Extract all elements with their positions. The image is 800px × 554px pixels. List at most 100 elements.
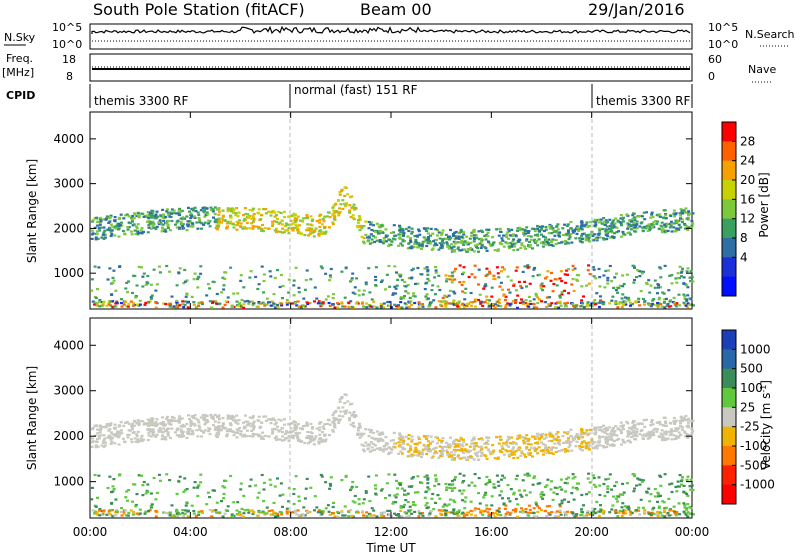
power-echo [536, 296, 540, 299]
power-echo [628, 219, 632, 222]
velocity-echo [392, 439, 395, 442]
velocity-echo [599, 504, 602, 507]
power-echo [287, 301, 291, 305]
power-echo [217, 217, 221, 220]
velocity-echo [565, 432, 569, 435]
velocity-echo [657, 507, 661, 510]
velocity-echo [656, 510, 660, 513]
velocity-echo [477, 458, 481, 461]
power-echo [143, 303, 147, 306]
velocity-echo [235, 509, 239, 512]
velocity-echo [453, 439, 457, 442]
power-echo [435, 234, 439, 237]
power-echo [462, 243, 466, 246]
velocity-echo [108, 435, 112, 438]
power-echo [540, 300, 543, 303]
power-echo [678, 265, 682, 268]
velocity-echo [263, 513, 267, 516]
velocity-echo [632, 429, 636, 432]
velocity-echo [184, 504, 188, 507]
power-echo [341, 199, 345, 202]
velocity-echo [356, 432, 360, 435]
power-echo [548, 223, 552, 227]
power-echo [558, 302, 562, 305]
power-echo [648, 291, 652, 294]
velocity-colorbar-tick-label: -500 [740, 458, 767, 472]
power-echo [498, 227, 502, 230]
velocity-echo [544, 433, 548, 436]
power-echo [280, 302, 284, 305]
velocity-echo [478, 502, 482, 505]
velocity-echo [281, 435, 285, 438]
power-echo [140, 212, 144, 215]
velocity-echo [533, 437, 537, 440]
velocity-echo [298, 427, 302, 430]
power-echo [208, 300, 212, 303]
power-echo [655, 222, 659, 226]
velocity-echo [479, 511, 483, 514]
power-echo [231, 211, 235, 214]
power-echo [672, 212, 676, 215]
power-echo [251, 302, 255, 305]
power-echo [629, 304, 632, 307]
velocity-echo [404, 499, 408, 502]
velocity-echo [474, 442, 478, 445]
velocity-echo [130, 441, 134, 444]
velocity-echo [571, 439, 575, 442]
x-tick-label: 20:00 [574, 525, 609, 539]
power-echo [221, 214, 225, 217]
power-echo [688, 303, 692, 306]
power-echo [546, 242, 550, 245]
power-echo [661, 291, 665, 294]
power-echo [278, 221, 282, 224]
velocity-echo [309, 431, 313, 434]
power-echo [198, 221, 202, 224]
velocity-echo [146, 422, 150, 425]
power-echo [178, 207, 182, 210]
power-echo [413, 235, 417, 238]
power-echo [524, 247, 527, 250]
velocity-echo [479, 454, 483, 458]
power-echo [557, 232, 561, 236]
power-echo [507, 237, 510, 240]
power-echo [629, 225, 633, 228]
velocity-echo [251, 435, 255, 438]
power-echo [332, 293, 335, 296]
velocity-echo [133, 437, 137, 440]
velocity-echo [682, 490, 686, 493]
velocity-echo [178, 513, 182, 516]
velocity-echo [500, 478, 503, 481]
power-echo [106, 228, 110, 231]
velocity-echo [491, 450, 495, 453]
power-echo [125, 213, 129, 216]
velocity-echo [141, 494, 145, 497]
power-echo [352, 203, 356, 206]
velocity-echo [473, 484, 477, 487]
power-echo [349, 300, 353, 303]
x-tick-label: 00:00 [73, 525, 108, 539]
power-echo [616, 306, 620, 309]
power-echo [414, 282, 417, 285]
velocity-echo [292, 511, 296, 514]
power-echo [290, 227, 294, 230]
power-echo [447, 238, 451, 241]
velocity-echo [437, 483, 441, 486]
velocity-echo [573, 515, 577, 518]
power-echo [586, 269, 590, 272]
power-echo [457, 235, 461, 238]
velocity-echo [143, 512, 147, 515]
velocity-echo [665, 513, 669, 516]
power-echo [485, 298, 489, 301]
power-echo [98, 299, 102, 302]
velocity-echo [301, 428, 305, 431]
power-echo [690, 224, 694, 227]
velocity-echo [102, 439, 106, 442]
velocity-echo [469, 509, 473, 512]
velocity-echo [443, 509, 447, 512]
power-echo [604, 230, 608, 233]
velocity-echo [567, 437, 570, 440]
power-echo [129, 230, 133, 233]
power-echo [459, 229, 463, 232]
velocity-echo [675, 435, 679, 438]
velocity-echo [496, 480, 500, 483]
